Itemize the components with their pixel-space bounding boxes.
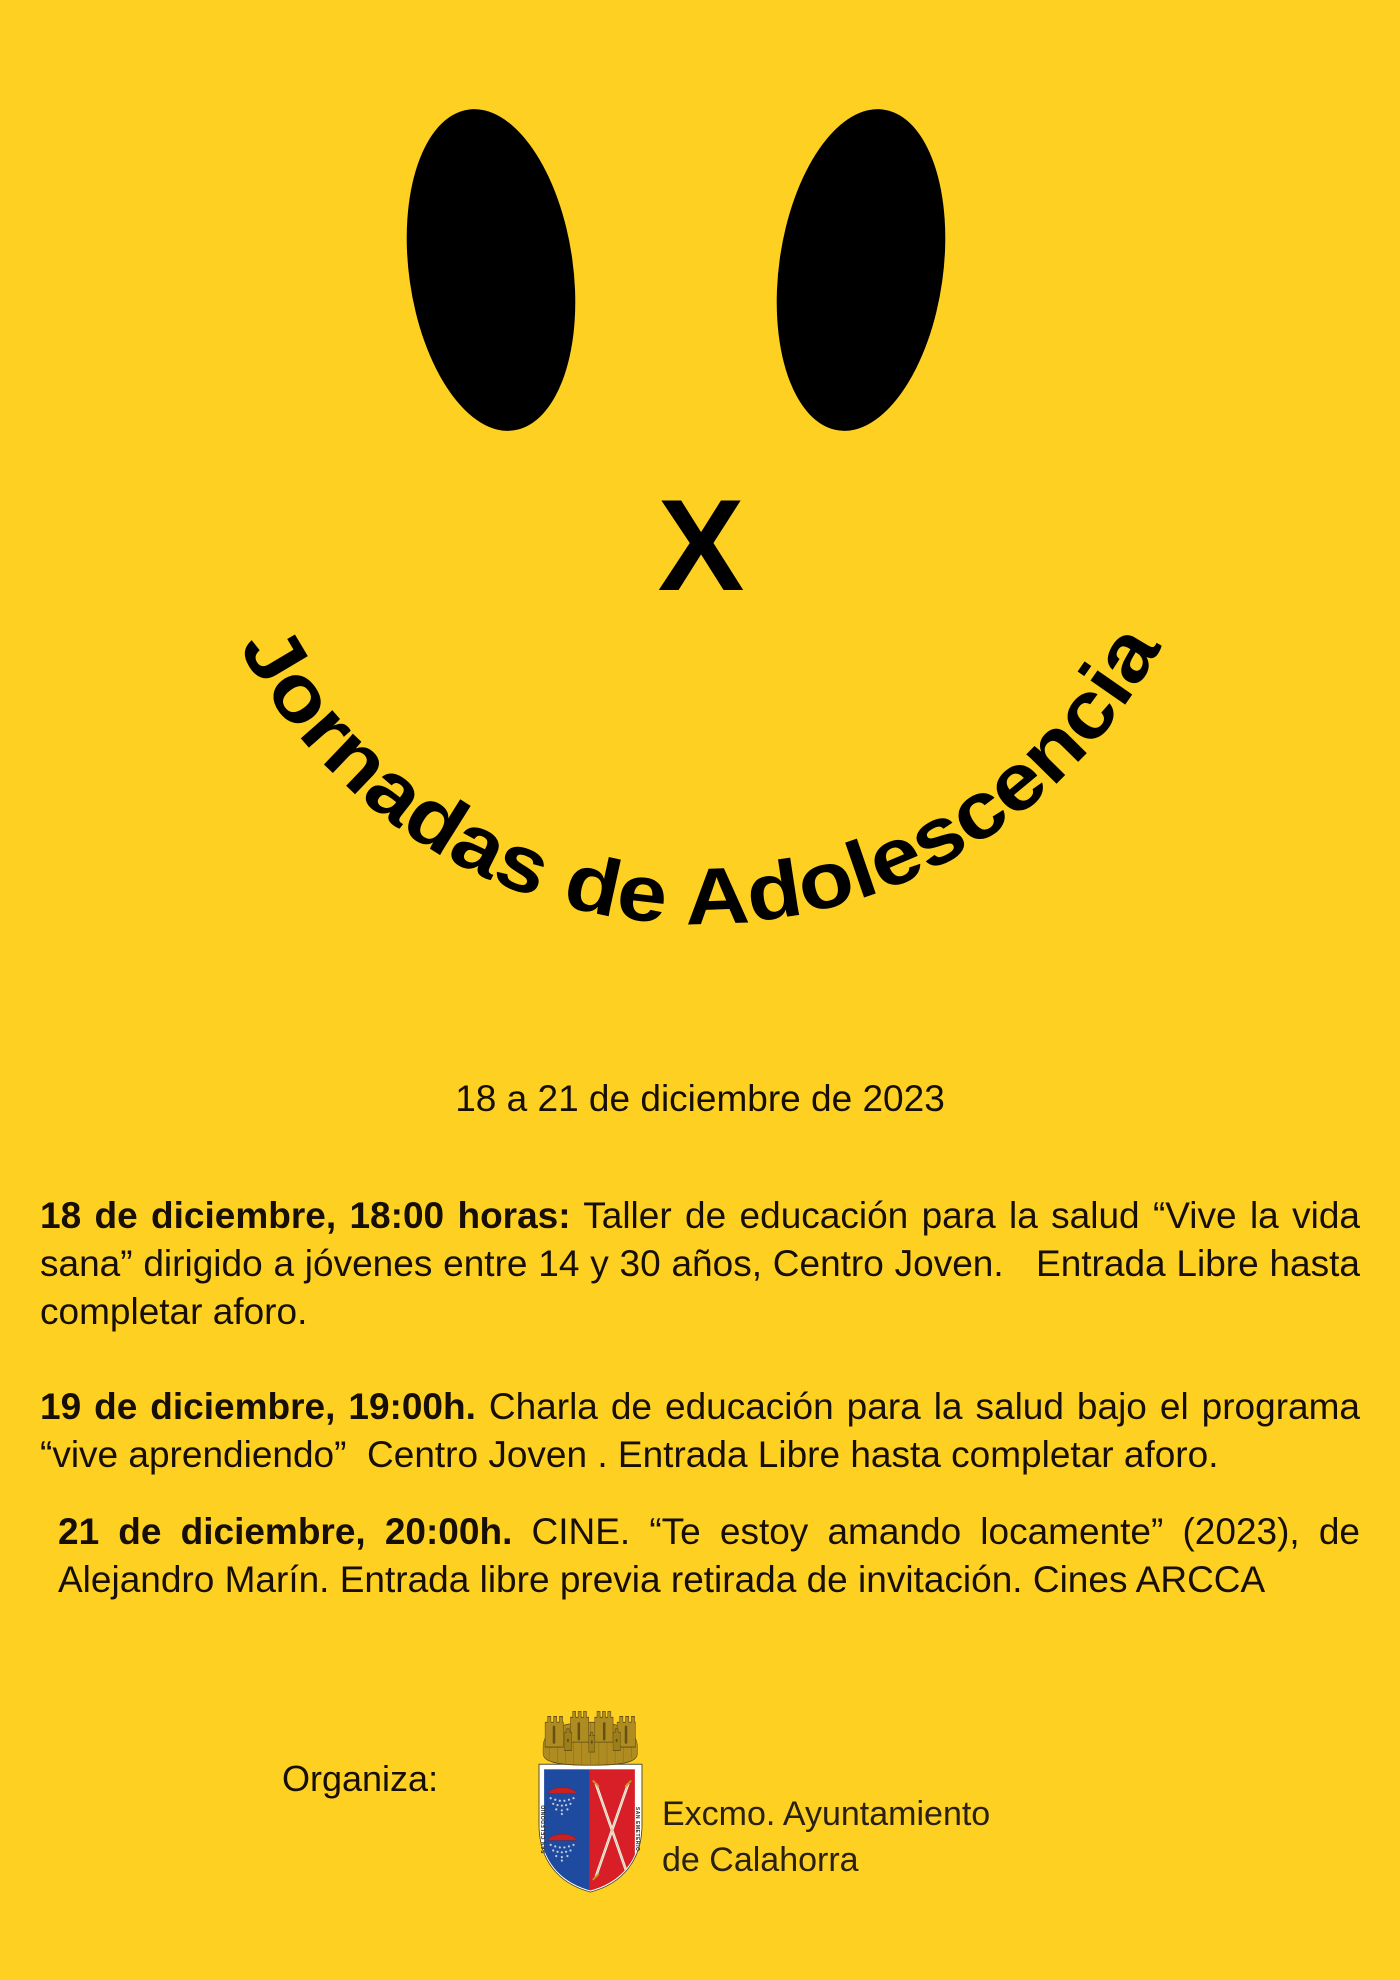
svg-text:Jornadas de Adolescencia: Jornadas de Adolescencia xyxy=(224,609,1177,941)
svg-text:SAN EMETERIO: SAN EMETERIO xyxy=(634,1807,640,1852)
